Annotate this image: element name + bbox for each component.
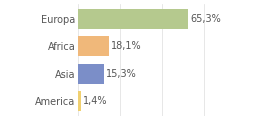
- Text: 1,4%: 1,4%: [83, 96, 107, 106]
- Bar: [78, 64, 104, 84]
- Text: 15,3%: 15,3%: [106, 69, 137, 79]
- Bar: [78, 36, 109, 56]
- Text: 18,1%: 18,1%: [111, 41, 141, 51]
- Bar: [78, 91, 81, 111]
- Text: 65,3%: 65,3%: [190, 14, 221, 24]
- Bar: [78, 9, 188, 29]
